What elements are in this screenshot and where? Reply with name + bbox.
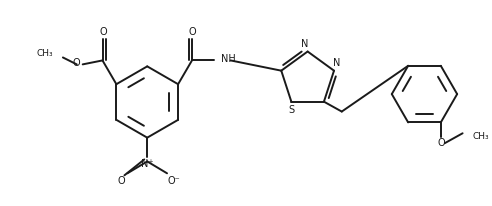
Text: O: O	[188, 27, 196, 37]
Text: S: S	[288, 105, 294, 115]
Text: O: O	[73, 58, 81, 68]
Text: O: O	[118, 176, 125, 186]
Text: N: N	[333, 58, 340, 68]
Text: N: N	[301, 39, 308, 49]
Text: CH₃: CH₃	[36, 49, 53, 58]
Text: O⁻: O⁻	[168, 176, 181, 186]
Text: NH: NH	[221, 54, 236, 64]
Text: CH₃: CH₃	[472, 132, 489, 141]
Text: O: O	[437, 138, 445, 148]
Text: N⁺: N⁺	[141, 159, 154, 169]
Text: O: O	[100, 27, 107, 37]
